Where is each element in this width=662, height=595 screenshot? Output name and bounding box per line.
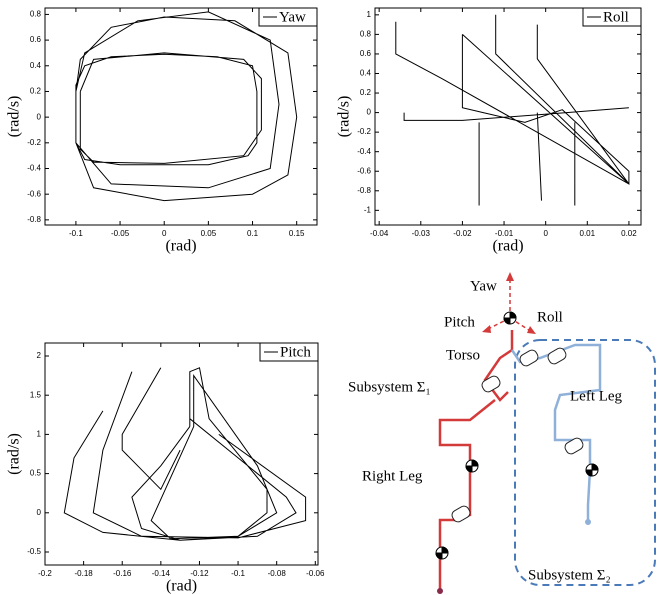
x-tick-label: -0.04 xyxy=(370,229,389,238)
y-tick-label: 2 xyxy=(37,351,42,360)
x-tick-label: -0.05 xyxy=(111,229,130,238)
plot-lines xyxy=(63,367,307,541)
axes-box xyxy=(44,7,318,226)
y-tick-label: -0.4 xyxy=(27,164,41,173)
trajectory xyxy=(75,11,298,202)
y-tick-label: -0.8 xyxy=(357,186,371,195)
label: Subsystem Σ₂ xyxy=(528,567,611,583)
y-tick-label: -0.6 xyxy=(27,189,41,198)
label: Right Leg xyxy=(362,468,423,484)
y-tick-label: 1.5 xyxy=(30,390,42,399)
x-tick-label: 0.15 xyxy=(289,229,305,238)
x-tick-label: -0.14 xyxy=(152,569,171,578)
plot-lines xyxy=(395,14,630,206)
x-tick-label: -0.03 xyxy=(412,229,431,238)
x-tick-label: 0.1 xyxy=(247,229,259,238)
label: Pitch xyxy=(444,314,475,330)
y-tick-label: 0.6 xyxy=(30,35,42,44)
legend-box xyxy=(258,7,318,27)
y-tick-label: -0.6 xyxy=(357,166,371,175)
x-tick-label: 0.02 xyxy=(621,229,637,238)
phase-plot: -0.1 -0.05 0 0.05 0.1 0.15 -0.8 -0.6 -0.4 -0.2 0 0.… xyxy=(6,7,318,255)
y-tick-label: 1 xyxy=(37,430,42,439)
x-tick-label: 0 xyxy=(162,229,167,238)
y-tick-label: -0.2 xyxy=(27,138,41,147)
trajectory xyxy=(395,14,630,206)
label: Roll xyxy=(537,309,563,325)
label: Subsystem Σ₁ xyxy=(348,379,431,395)
left-leg xyxy=(510,343,602,520)
legend-box xyxy=(582,7,642,27)
x-tick-label: 0 xyxy=(543,229,548,238)
x-tick-label: -0.12 xyxy=(190,569,209,578)
y-tick-label: 0.6 xyxy=(360,49,372,58)
foot xyxy=(437,588,443,594)
legend-label: Pitch xyxy=(280,344,311,360)
phase-plot: -0.04 -0.03 -0.02 -0.01 0 0.01 0.02 -1 -0.8 -0.6 -… xyxy=(336,7,642,255)
y-tick-label: -0.4 xyxy=(357,147,371,156)
arrow-heads xyxy=(482,272,536,334)
y-tick-label: 0.4 xyxy=(30,61,42,70)
x-tick-label: 0.05 xyxy=(201,229,217,238)
motors xyxy=(451,347,584,523)
y-tick-label: 0.5 xyxy=(30,469,42,478)
x-tick-label: -0.18 xyxy=(74,569,93,578)
robot-diagram: Yaw Pitch Roll Torso Subsystem Σ₁ Left L… xyxy=(348,272,656,594)
x-tick-label: -0.16 xyxy=(113,569,132,578)
y-tick-label: 0 xyxy=(37,508,42,517)
y-axis-label: (rad/s) xyxy=(336,96,353,138)
y-tick-label: -0.2 xyxy=(357,127,371,136)
x-axis-label: (rad) xyxy=(165,238,196,255)
label: Yaw xyxy=(470,278,497,294)
y-axis-label: (rad/s) xyxy=(6,433,23,475)
x-tick-label: -0.1 xyxy=(69,229,83,238)
label: Left Leg xyxy=(570,388,623,404)
joints xyxy=(435,311,599,560)
axes-box xyxy=(374,7,642,226)
y-tick-label: 0.4 xyxy=(360,69,372,78)
x-tick-label: -0.02 xyxy=(453,229,472,238)
plot-lines xyxy=(75,11,298,202)
right-leg xyxy=(438,330,514,590)
y-tick-label: -0.5 xyxy=(27,547,41,556)
y-tick-label: 0.2 xyxy=(360,88,372,97)
foot xyxy=(585,519,591,525)
subsystem-2-box xyxy=(514,339,656,586)
x-tick-label: -0.06 xyxy=(306,569,325,578)
y-tick-label: 1 xyxy=(367,10,372,19)
phase-plot: -0.2 -0.18 -0.16 -0.14 -0.12 -0.1 -0.08 -0.06 -0… xyxy=(6,342,325,595)
y-tick-label: 0.8 xyxy=(360,30,372,39)
label: Torso xyxy=(446,347,480,363)
x-axis-label: (rad) xyxy=(492,238,523,255)
y-axis-label: (rad/s) xyxy=(6,96,23,138)
x-tick-label: 0.01 xyxy=(580,229,596,238)
x-tick-label: -0.1 xyxy=(231,569,245,578)
x-tick-label: -0.01 xyxy=(495,229,514,238)
y-tick-label: 0.8 xyxy=(30,10,42,19)
trajectory xyxy=(63,367,307,541)
legend-box xyxy=(259,342,319,362)
y-tick-label: -0.8 xyxy=(27,215,41,224)
x-tick-label: -0.08 xyxy=(268,569,287,578)
x-axis-label: (rad) xyxy=(166,578,197,595)
x-tick-label: -0.2 xyxy=(38,569,52,578)
legend-label: Roll xyxy=(603,9,629,25)
axes-box xyxy=(44,342,319,566)
y-tick-label: 0 xyxy=(367,108,372,117)
y-tick-label: -1 xyxy=(364,205,372,214)
y-tick-label: 0 xyxy=(37,112,42,121)
y-tick-label: 0.2 xyxy=(30,87,42,96)
legend-label: Yaw xyxy=(279,9,306,25)
